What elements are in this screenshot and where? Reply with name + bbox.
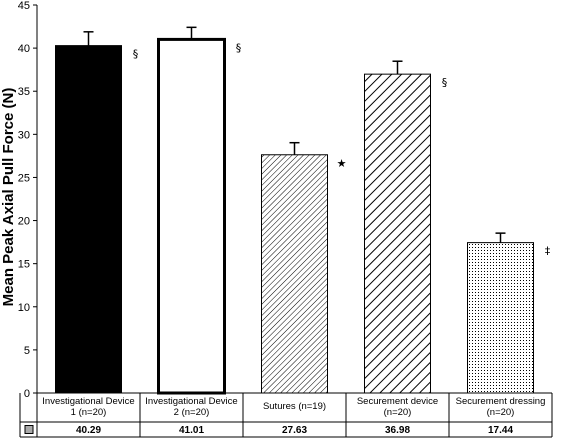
data-label: 17.44 bbox=[488, 425, 513, 436]
bar-series: § § ★ § ‡ bbox=[55, 26, 551, 395]
y-tick-label: 0 bbox=[24, 388, 30, 400]
bar bbox=[261, 154, 328, 394]
data-label: 41.01 bbox=[179, 425, 204, 436]
data-label: 40.29 bbox=[76, 425, 101, 436]
y-tick-label: 40 bbox=[18, 43, 30, 55]
category-label: 2 (n=20) bbox=[174, 407, 210, 418]
y-tick-label: 20 bbox=[18, 216, 30, 228]
bar bbox=[364, 73, 431, 394]
bar bbox=[157, 37, 226, 395]
legend-key-swatch bbox=[24, 425, 34, 434]
category-label: Securement dressing bbox=[456, 396, 546, 407]
y-tick-label: 30 bbox=[18, 129, 30, 141]
significance-marker: § bbox=[236, 41, 242, 54]
y-tick-label: 45 bbox=[18, 0, 30, 12]
significance-marker: § bbox=[133, 48, 139, 61]
significance-marker: ‡ bbox=[545, 245, 551, 258]
bar bbox=[55, 45, 122, 394]
category-label: (n=20) bbox=[384, 407, 412, 418]
y-tick-label: 10 bbox=[18, 302, 30, 314]
chart-axes: 0 5 10 15 20 25 30 35 40 45 bbox=[18, 0, 553, 400]
y-axis-title: Mean Peak Axial Pull Force (N) bbox=[0, 88, 17, 307]
category-label: Sutures (n=19) bbox=[263, 401, 326, 412]
category-label: Investigational Device bbox=[145, 396, 237, 407]
y-tick-label: 25 bbox=[18, 172, 30, 184]
category-label: Investigational Device bbox=[42, 396, 134, 407]
bar bbox=[467, 242, 534, 394]
significance-marker: § bbox=[442, 76, 448, 89]
category-label: 1 (n=20) bbox=[71, 407, 107, 418]
data-label: 36.98 bbox=[385, 425, 410, 436]
y-tick-label: 35 bbox=[18, 86, 30, 98]
category-label: (n=20) bbox=[487, 407, 515, 418]
data-label: 27.63 bbox=[282, 425, 307, 436]
category-label: Securement device bbox=[357, 396, 438, 407]
y-tick-label: 5 bbox=[24, 345, 30, 357]
significance-marker: ★ bbox=[337, 157, 347, 170]
y-tick-label: 15 bbox=[18, 259, 30, 271]
